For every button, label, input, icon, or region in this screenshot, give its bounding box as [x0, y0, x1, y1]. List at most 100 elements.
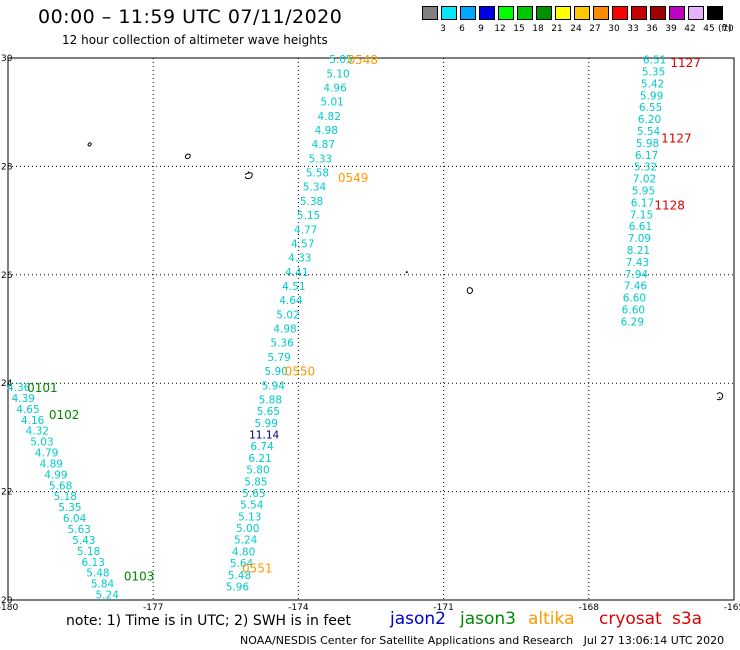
- x-tick-label: -174: [288, 603, 309, 610]
- legend-swatch: [650, 6, 666, 20]
- legend-label: 27: [589, 24, 601, 34]
- legend-label: 39: [665, 24, 677, 34]
- swh-value: 6.74: [250, 441, 274, 453]
- legend-altika: altika: [528, 609, 575, 629]
- swh-value: 11.14: [249, 430, 279, 442]
- x-tick-label: -165: [724, 603, 740, 610]
- x-tick-label: -171: [433, 603, 453, 610]
- island-outline: [87, 142, 92, 147]
- y-tick-label: 26: [1, 271, 13, 281]
- swh-value: 5.05: [329, 54, 352, 66]
- swh-value: 6.55: [639, 102, 662, 114]
- swh-value: 5.33: [309, 153, 332, 165]
- pass-time-label: 0550: [285, 365, 316, 379]
- swh-value: 5.10: [326, 68, 349, 80]
- island-dot: [405, 271, 408, 274]
- legend-jason2: jason2: [390, 609, 446, 629]
- swh-value: 5.84: [91, 579, 115, 591]
- legend-unit: (ft): [718, 24, 732, 34]
- legend-cryosat: cryosat: [599, 609, 662, 629]
- legend-swatch: [498, 6, 514, 20]
- legend-label: 6: [459, 24, 465, 34]
- swh-value: 5.99: [640, 90, 663, 102]
- swh-value: 4.96: [323, 82, 347, 94]
- swh-value: 4.51: [282, 281, 305, 293]
- swh-value: 4.77: [294, 224, 317, 236]
- y-tick-label: 20: [1, 596, 13, 606]
- swh-value: 7.94: [625, 269, 649, 281]
- swh-value: 4.39: [12, 393, 35, 405]
- swh-value: 4.64: [279, 295, 303, 307]
- swh-value: 5.48: [86, 568, 109, 580]
- legend-label: 12: [494, 24, 506, 34]
- swh-value: 7.46: [624, 281, 648, 293]
- swh-value: 6.61: [629, 221, 652, 233]
- legend-swatch: [612, 6, 628, 20]
- legend-label: 15: [513, 24, 525, 34]
- swh-value: 5.54: [240, 500, 264, 512]
- swh-value: 4.33: [288, 253, 311, 265]
- swh-value: 5.95: [632, 186, 655, 198]
- swh-value: 5.34: [303, 182, 327, 194]
- swh-value: 5.32: [634, 162, 657, 174]
- swh-value: 8.21: [627, 245, 650, 257]
- swh-value: 4.99: [44, 469, 67, 481]
- pass-time-label: 1127: [670, 56, 701, 70]
- swh-value: 5.85: [244, 476, 267, 488]
- pass-time-label: 0551: [242, 561, 273, 575]
- legend-swatch: [517, 6, 533, 20]
- swh-value: 5.13: [238, 511, 261, 523]
- swh-value: 4.57: [291, 238, 314, 250]
- legend-label: 3: [440, 24, 446, 34]
- legend-label: 30: [608, 24, 620, 34]
- swh-value: 6.29: [621, 316, 644, 328]
- swh-value: 5.54: [637, 126, 661, 138]
- swh-value: 5.88: [259, 394, 282, 406]
- swh-value: 5.18: [54, 491, 77, 503]
- legend-swatch: [631, 6, 647, 20]
- swh-value: 4.16: [21, 415, 45, 427]
- swh-value: 6.51: [643, 55, 666, 67]
- swh-value: 4.65: [16, 404, 39, 416]
- pass-time-label: 0101: [27, 381, 58, 395]
- swh-value: 6.21: [248, 453, 271, 465]
- swh-value: 5.01: [320, 97, 343, 109]
- swh-value: 5.90: [265, 366, 288, 378]
- legend-swatch: [479, 6, 495, 20]
- swh-value: 5.38: [300, 196, 323, 208]
- swh-value: 7.43: [626, 257, 649, 269]
- swh-value: 6.60: [623, 293, 646, 305]
- swh-value: 5.15: [297, 210, 320, 222]
- swh-value: 5.99: [255, 418, 278, 430]
- swh-value: 4.79: [35, 448, 58, 460]
- legend-label: 42: [684, 24, 696, 34]
- swh-value: 5.79: [267, 352, 290, 364]
- legend-swatch: [460, 6, 476, 20]
- legend-swatch: [441, 6, 457, 20]
- pass-time-label: 0548: [347, 53, 378, 67]
- legend-swatch: [422, 6, 438, 20]
- swh-value: 5.24: [234, 535, 258, 547]
- swh-value: 4.98: [273, 324, 296, 336]
- pass-time-label: 0549: [338, 171, 369, 185]
- swh-value: 4.89: [40, 458, 63, 470]
- pass-time-label: 0103: [124, 570, 155, 584]
- swh-value: 5.80: [246, 465, 269, 477]
- legend-label: 36: [646, 24, 658, 34]
- legend-s3a: s3a: [672, 609, 703, 629]
- wave-height-map: -180 -177 -174 -171 -168 -165 30 28 26 24 22 20 5.05…: [0, 53, 740, 610]
- legend-swatch: [555, 6, 571, 20]
- legend-swatch: [593, 6, 609, 20]
- y-tick-label: 30: [1, 54, 13, 64]
- swh-value: 4.41: [285, 267, 308, 279]
- y-tick-label: 28: [1, 162, 13, 172]
- page-title: 00:00 – 11:59 UTC 07/11/2020: [38, 6, 343, 28]
- swh-value: 6.17: [635, 150, 658, 162]
- swh-value: 5.65: [242, 488, 265, 500]
- legend-swatch: [707, 6, 723, 20]
- swh-value: 5.00: [236, 523, 259, 535]
- y-tick-label: 24: [1, 379, 13, 389]
- legend-label: 33: [627, 24, 639, 34]
- island-outline: [184, 153, 191, 160]
- pass-time-label: 1127: [661, 132, 692, 146]
